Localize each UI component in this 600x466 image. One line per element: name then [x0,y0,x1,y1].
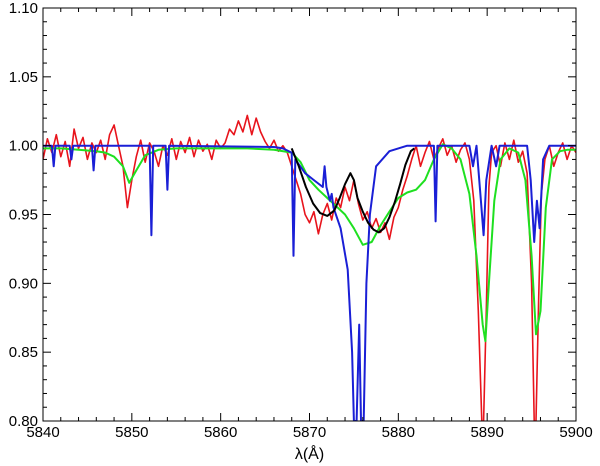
ticks-layer: 5840 5850 5860 5870 5880 5890 5900 0.80 0.85 0.90… [9,0,593,441]
y-tick-label: 0.90 [9,275,38,292]
series-line-2 [43,143,576,343]
x-axis-label: λ(Å) [295,444,324,463]
x-tick-label: 5860 [204,424,237,441]
y-tick-label: 1.10 [9,0,38,17]
x-tick-label: 5880 [382,424,415,441]
x-tick-label: 5850 [115,424,148,441]
y-tick-label: 1.05 [9,69,38,86]
x-tick-label: 5870 [293,424,326,441]
plot-frame [42,7,577,422]
series-line-3 [43,144,576,421]
y-tick-label: 0.95 [9,207,38,224]
y-tick-label: 1.00 [9,138,38,155]
y-tick-label: 0.80 [9,413,38,430]
x-tick-label: 5900 [559,424,592,441]
series-layer [43,114,576,421]
x-tick-label: 5890 [470,424,503,441]
x-tick-label: 5840 [26,424,59,441]
y-tick-label: 0.85 [9,344,38,361]
series-line-4 [290,147,415,234]
